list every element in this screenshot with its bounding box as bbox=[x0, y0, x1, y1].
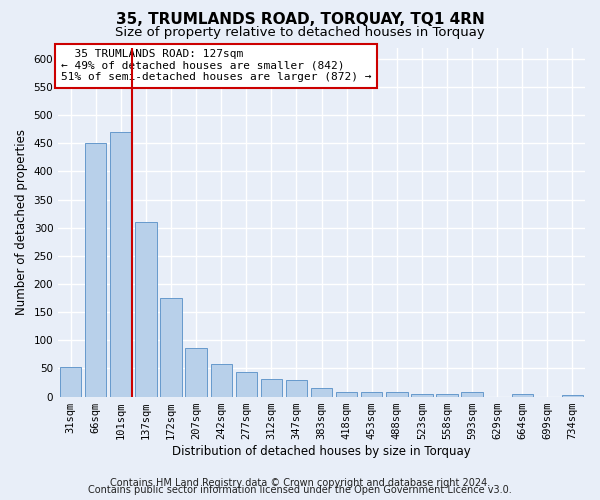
Bar bbox=[361, 392, 382, 396]
Bar bbox=[386, 392, 407, 396]
Bar bbox=[436, 394, 458, 396]
Bar bbox=[336, 392, 358, 396]
Bar bbox=[211, 364, 232, 396]
Bar bbox=[562, 395, 583, 396]
X-axis label: Distribution of detached houses by size in Torquay: Distribution of detached houses by size … bbox=[172, 444, 471, 458]
Bar bbox=[261, 379, 282, 396]
Y-axis label: Number of detached properties: Number of detached properties bbox=[15, 129, 28, 315]
Text: 35, TRUMLANDS ROAD, TORQUAY, TQ1 4RN: 35, TRUMLANDS ROAD, TORQUAY, TQ1 4RN bbox=[116, 12, 484, 28]
Bar bbox=[185, 348, 207, 397]
Text: Contains public sector information licensed under the Open Government Licence v3: Contains public sector information licen… bbox=[88, 485, 512, 495]
Bar bbox=[236, 372, 257, 396]
Bar bbox=[136, 222, 157, 396]
Bar bbox=[512, 394, 533, 396]
Text: Contains HM Land Registry data © Crown copyright and database right 2024.: Contains HM Land Registry data © Crown c… bbox=[110, 478, 490, 488]
Bar bbox=[286, 380, 307, 396]
Text: 35 TRUMLANDS ROAD: 127sqm
← 49% of detached houses are smaller (842)
51% of semi: 35 TRUMLANDS ROAD: 127sqm ← 49% of detac… bbox=[61, 49, 371, 82]
Bar bbox=[461, 392, 483, 396]
Text: Size of property relative to detached houses in Torquay: Size of property relative to detached ho… bbox=[115, 26, 485, 39]
Bar bbox=[160, 298, 182, 396]
Bar bbox=[60, 366, 82, 396]
Bar bbox=[411, 394, 433, 396]
Bar bbox=[85, 143, 106, 397]
Bar bbox=[311, 388, 332, 396]
Bar bbox=[110, 132, 131, 396]
